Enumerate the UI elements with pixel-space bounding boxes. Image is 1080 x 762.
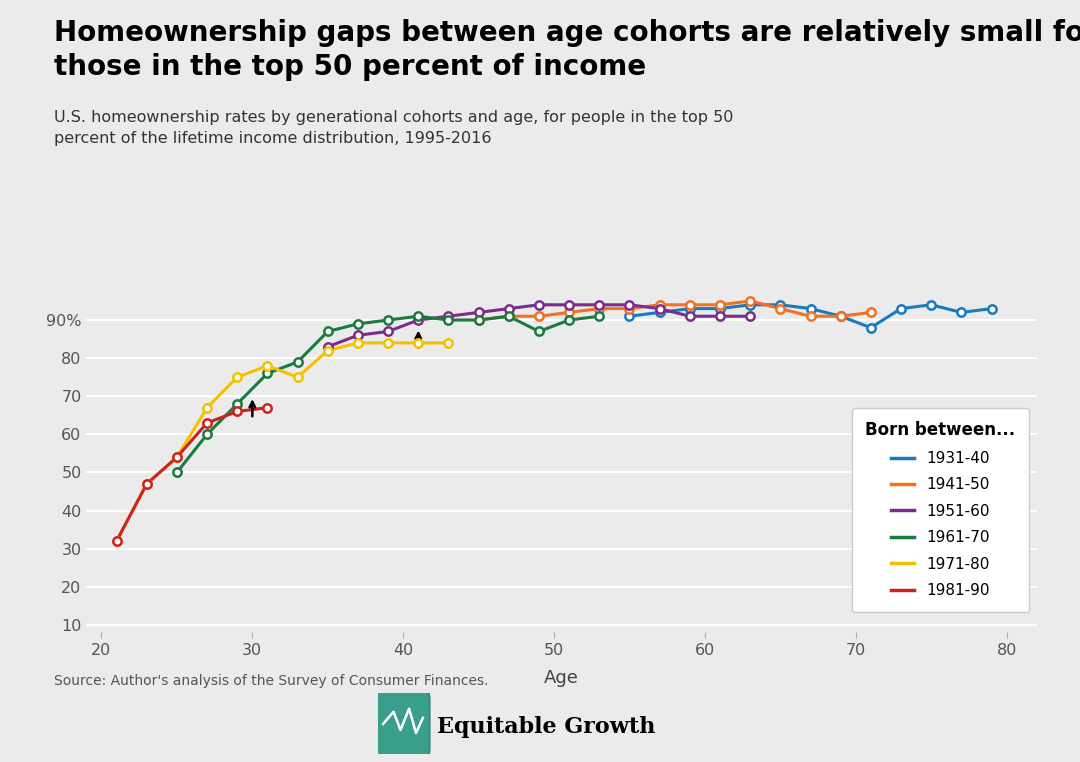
Text: Homeownership gaps between age cohorts are relatively small for
those in the top: Homeownership gaps between age cohorts a… — [54, 19, 1080, 81]
Text: Equitable Growth: Equitable Growth — [436, 716, 656, 738]
X-axis label: Age: Age — [544, 669, 579, 687]
Text: U.S. homeownership rates by generational cohorts and age, for people in the top : U.S. homeownership rates by generational… — [54, 110, 733, 146]
Legend: 1931-40, 1941-50, 1951-60, 1961-70, 1971-80, 1981-90: 1931-40, 1941-50, 1951-60, 1961-70, 1971… — [851, 408, 1029, 612]
FancyBboxPatch shape — [375, 690, 430, 757]
Text: Source: Author's analysis of the Survey of Consumer Finances.: Source: Author's analysis of the Survey … — [54, 674, 488, 688]
